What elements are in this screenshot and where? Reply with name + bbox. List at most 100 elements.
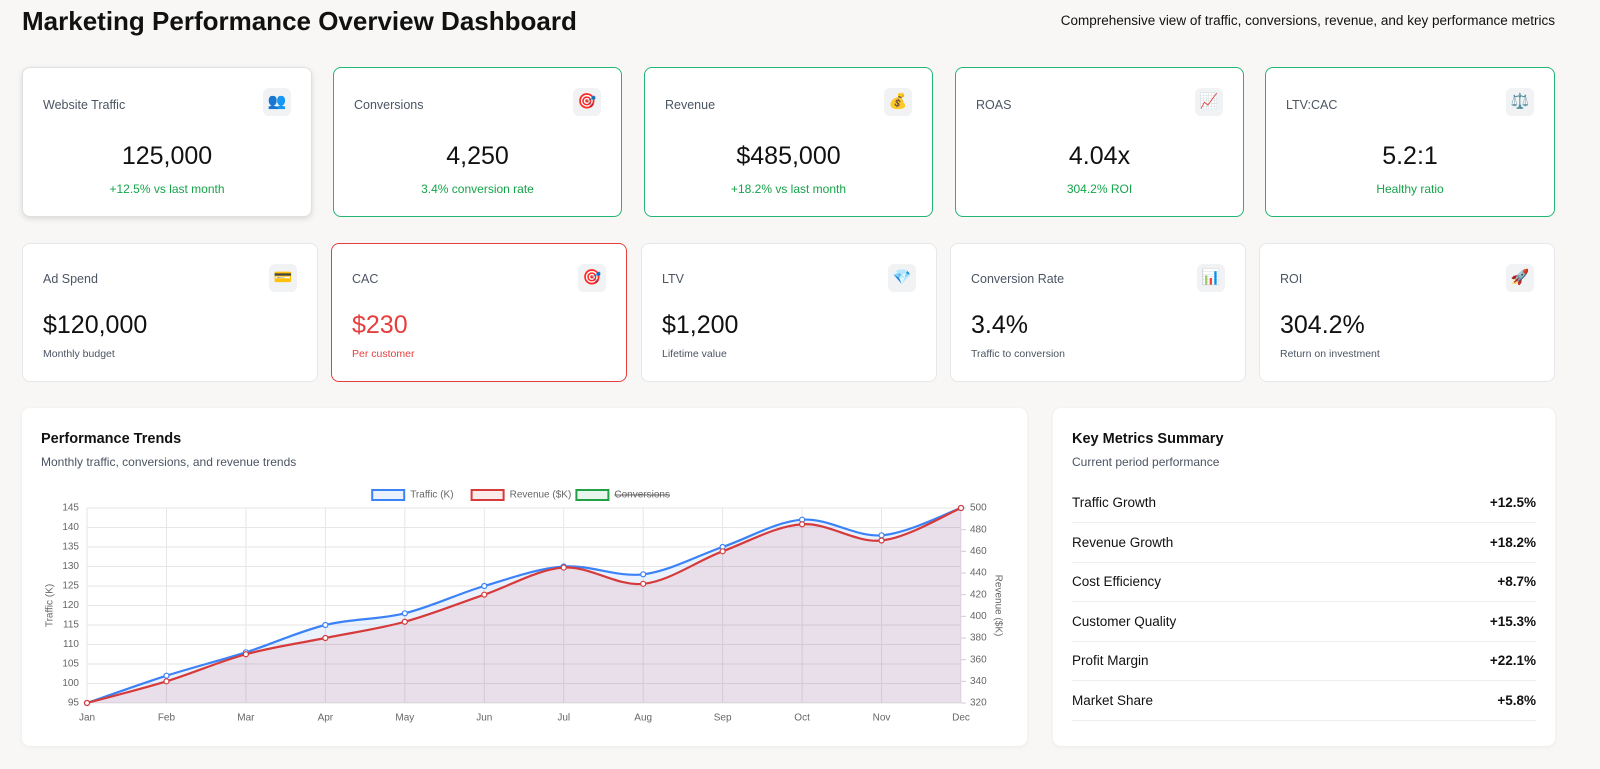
legend-label: Revenue ($K) — [510, 490, 572, 501]
kpi-label: ROAS — [976, 98, 1012, 112]
y-tick-label: 140 — [62, 522, 79, 533]
kpi-label: LTV:CAC — [1286, 98, 1338, 112]
y-tick-label: 100 — [62, 678, 79, 689]
x-tick-label: Oct — [794, 713, 810, 724]
data-point — [163, 678, 170, 685]
panel-title: Key Metrics Summary — [1072, 431, 1224, 447]
kpi-value: $120,000 — [43, 311, 148, 339]
x-tick-label: Jun — [476, 713, 492, 724]
kpi-note: +18.2% vs last month — [730, 182, 847, 196]
y2-tick-label: 380 — [970, 633, 987, 644]
y-tick-label: 125 — [62, 581, 79, 592]
panel-subtitle: Current period performance — [1072, 455, 1220, 469]
data-point — [878, 537, 885, 544]
data-point — [163, 672, 170, 679]
x-tick-label: Sep — [714, 713, 732, 724]
kpi-note: Healthy ratio — [1376, 182, 1444, 196]
chart: 95 100 105 110 115 120 125 130 135 140 145 320 340 36… — [45, 489, 1003, 724]
legend-label: Traffic (K) — [410, 490, 453, 501]
kpi-value: 5.2:1 — [1382, 142, 1438, 170]
kpi-icon: 💳 — [269, 264, 297, 292]
kpi-card: Website Traffic 👥 125,000 +12.5% vs last mo… — [22, 67, 312, 217]
kpi-card: ROI 🚀 304.2% Return on investment — [1259, 243, 1555, 382]
y2-tick-label: 420 — [970, 589, 987, 600]
y2-tick-label: 460 — [970, 546, 987, 557]
kpi-icon: ⚖️ — [1506, 88, 1534, 116]
summary-label: Cost Efficiency — [1072, 574, 1162, 589]
x-tick-label: Dec — [952, 713, 970, 724]
kpi-icon: 📊 — [1197, 264, 1225, 292]
data-point — [878, 532, 885, 539]
y-axis-label: Traffic (K) — [45, 584, 56, 627]
data-point — [242, 651, 250, 658]
legend-swatch — [371, 489, 406, 501]
series-area — [87, 508, 961, 703]
panel-subtitle: Monthly traffic, conversions, and revenu… — [41, 455, 297, 469]
kpi-note: Traffic to conversion — [971, 348, 1065, 360]
summary-value: +12.5% — [1489, 495, 1536, 510]
legend-label: Conversions — [614, 490, 670, 501]
kpi-icon: 👥 — [263, 88, 291, 116]
kpi-value: 4.04x — [1068, 142, 1131, 170]
summary-row: Traffic Growth +12.5% — [1072, 483, 1536, 523]
kpi-note: Lifetime value — [662, 348, 727, 360]
kpi-value: $1,200 — [662, 311, 739, 339]
kpi-note: +12.5% vs last month — [109, 182, 225, 196]
x-tick-label: Apr — [318, 713, 334, 724]
kpi-card: Revenue 💰 $485,000 +18.2% vs last month — [644, 67, 933, 217]
data-point — [640, 580, 647, 587]
kpi-icon: 🎯 — [573, 88, 601, 116]
kpi-icon: 🚀 — [1506, 264, 1534, 292]
summary-row: Customer Quality +15.3% — [1072, 602, 1536, 642]
kpi-label: Conversions — [354, 98, 424, 112]
summary-row: Revenue Growth +18.2% — [1072, 523, 1536, 563]
summary-value: +8.7% — [1497, 574, 1536, 589]
data-point — [83, 699, 91, 707]
data-point — [322, 634, 329, 642]
page-title: Marketing Performance Overview Dashboard — [22, 6, 577, 36]
kpi-value: 125,000 — [121, 142, 213, 170]
kpi-value: $230 — [352, 311, 408, 339]
kpi-card: Conversion Rate 📊 3.4% Traffic to conversio… — [950, 243, 1246, 382]
series-line — [86, 506, 962, 705]
kpi-icon: 💎 — [888, 264, 916, 292]
y2-axis-label: Revenue ($K) — [992, 575, 1003, 637]
summary-label: Market Share — [1072, 692, 1154, 708]
summary-label: Revenue Growth — [1072, 534, 1174, 550]
y-tick-label: 110 — [63, 639, 79, 650]
kpi-label: Website Traffic — [43, 98, 126, 112]
summary-label: Traffic Growth — [1072, 495, 1157, 510]
kpi-icon: 📈 — [1195, 88, 1223, 116]
kpi-card: Conversions 🎯 4,250 3.4% conversion rate — [333, 67, 622, 217]
kpi-note: Monthly budget — [43, 348, 115, 360]
kpi-label: Ad Spend — [43, 272, 98, 286]
summary-label: Profit Margin — [1072, 653, 1149, 668]
summary-value: +22.1% — [1489, 653, 1536, 668]
kpi-icon: 🎯 — [578, 264, 606, 292]
y-tick-label: 105 — [62, 659, 79, 670]
series-area — [87, 508, 961, 703]
y2-tick-label: 400 — [970, 611, 987, 622]
y2-tick-label: 480 — [970, 524, 987, 535]
summary-row: Profit Margin +22.1% — [1072, 641, 1536, 681]
kpi-card: CAC 🎯 $230 Per customer — [331, 243, 627, 382]
kpi-label: Conversion Rate — [971, 272, 1065, 286]
summary-row: Cost Efficiency +8.7% — [1072, 562, 1536, 602]
summary-panel: Key Metrics Summary Current period perfo… — [1053, 408, 1555, 746]
kpi-icon: 💰 — [884, 88, 912, 116]
data-point — [640, 571, 647, 578]
kpi-note: 304.2% ROI — [1066, 182, 1133, 196]
summary-value: +18.2% — [1489, 534, 1536, 550]
kpi-note: Per customer — [352, 348, 415, 360]
x-tick-label: Jul — [557, 713, 570, 724]
y2-tick-label: 320 — [970, 698, 987, 709]
data-point — [481, 591, 488, 598]
kpi-value: 4,250 — [446, 142, 509, 170]
x-tick-label: May — [395, 713, 414, 724]
kpi-label: LTV — [662, 272, 684, 286]
panel-title: Performance Trends — [41, 431, 182, 447]
y-tick-label: 115 — [63, 620, 79, 631]
data-point — [481, 582, 488, 590]
data-point — [798, 521, 806, 528]
y-tick-label: 130 — [62, 561, 79, 572]
